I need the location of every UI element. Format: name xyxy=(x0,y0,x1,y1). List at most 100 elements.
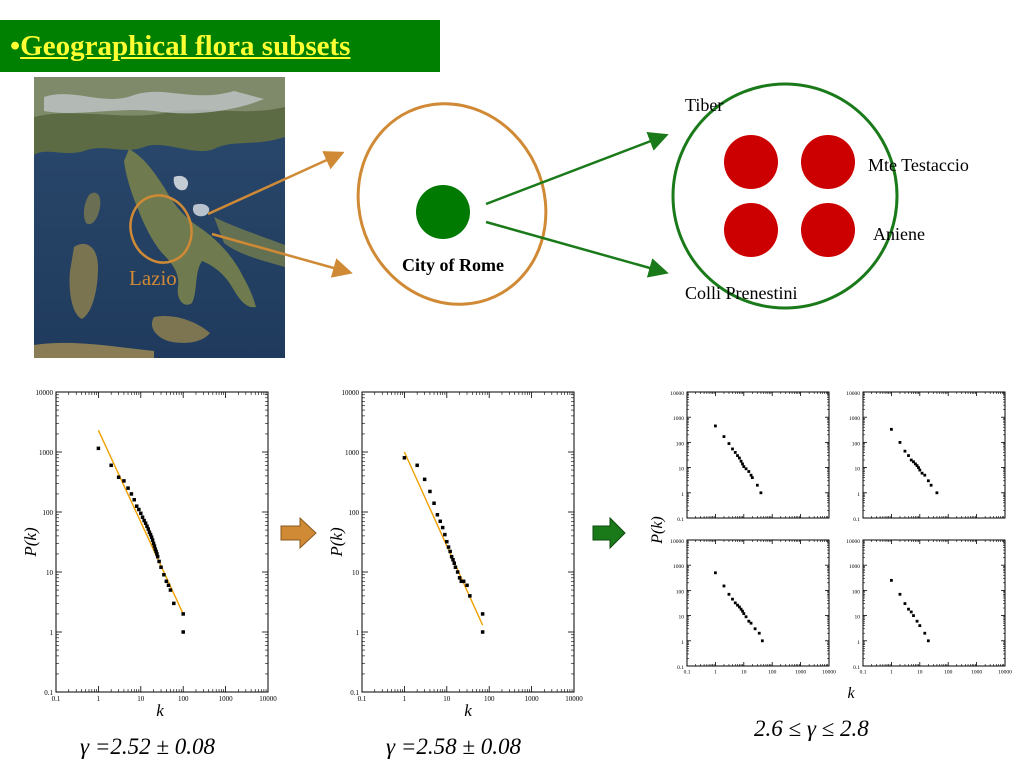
data-point xyxy=(912,614,915,617)
data-point xyxy=(753,627,757,631)
y-tick-label: 1 xyxy=(356,629,360,637)
data-point xyxy=(455,570,460,574)
data-point xyxy=(443,532,447,537)
data-point xyxy=(151,541,156,546)
plot-frame xyxy=(862,391,1006,519)
data-point xyxy=(480,612,485,616)
data-point xyxy=(109,463,113,468)
data-point xyxy=(164,579,169,584)
data-point xyxy=(759,491,763,495)
y-tick-label: 1 xyxy=(50,629,54,637)
y-tick-label: 1 xyxy=(681,492,684,498)
x-tick-label: 10 xyxy=(917,670,923,676)
data-point xyxy=(918,468,922,472)
y-tick-label: 10 xyxy=(679,615,685,621)
data-point xyxy=(903,449,907,453)
data-point xyxy=(755,483,759,487)
data-point xyxy=(451,558,455,562)
x-tick-label: 10 xyxy=(443,695,451,703)
rome-arrow-up xyxy=(485,132,669,206)
y-tick-label: 100 xyxy=(43,509,54,517)
data-point xyxy=(457,576,462,580)
x-axis-label: k xyxy=(847,685,855,702)
data-point xyxy=(738,605,741,609)
data-point xyxy=(154,549,158,554)
data-point xyxy=(918,624,922,628)
data-point xyxy=(96,446,101,451)
data-point xyxy=(733,601,737,605)
data-point xyxy=(915,464,919,468)
x-tick-label: 10 xyxy=(741,670,747,676)
subset-label-testaccio: Mte Testaccio xyxy=(868,155,969,175)
data-point xyxy=(890,578,893,582)
y-tick-label: 10000 xyxy=(36,389,54,397)
data-point xyxy=(722,584,726,588)
x-tick-label: 0.1 xyxy=(52,695,61,703)
data-point xyxy=(461,579,466,584)
y-tick-label: 10000 xyxy=(342,389,360,397)
data-point xyxy=(890,427,893,431)
data-point xyxy=(757,631,761,635)
y-tick-label: 0.1 xyxy=(44,689,53,697)
slide-title: •Geographical flora subsets xyxy=(10,30,350,63)
gamma-subsets: 2.6 ≤ γ ≤ 2.8 xyxy=(754,716,869,741)
x-axis-label: k xyxy=(464,701,472,720)
plot-frame xyxy=(686,539,830,667)
data-point xyxy=(157,559,161,564)
data-point xyxy=(935,491,939,495)
rome-arrow-down xyxy=(485,220,669,278)
data-point xyxy=(909,458,913,462)
data-point xyxy=(909,610,913,614)
data-point xyxy=(459,579,464,584)
data-point xyxy=(449,554,454,559)
data-point xyxy=(727,592,731,596)
subset-dot-tiber xyxy=(724,135,778,189)
italy-satellite-map xyxy=(34,77,285,358)
data-point xyxy=(923,473,927,477)
y-axis-label: P(k) xyxy=(328,527,346,558)
x-tick-label: 10000 xyxy=(565,695,583,703)
data-point xyxy=(747,470,751,473)
data-point xyxy=(415,463,419,468)
y-tick-label: 1 xyxy=(857,640,860,646)
data-point xyxy=(445,539,449,544)
subset-dot-testaccio xyxy=(801,135,855,189)
data-point xyxy=(452,561,457,565)
y-tick-label: 1000 xyxy=(39,449,54,457)
data-point xyxy=(453,565,458,569)
data-point xyxy=(742,465,746,468)
data-point xyxy=(749,473,753,477)
rome-degree-chart: 0.10.1 1 1 10 10 100 100 1000 1000 10000 10000 P(k)… xyxy=(328,389,583,720)
plot-frame xyxy=(361,391,575,693)
data-point xyxy=(903,602,907,605)
y-tick-label: 1000 xyxy=(345,449,360,457)
y-tick-label: 0.1 xyxy=(677,665,684,671)
data-point xyxy=(402,456,407,460)
data-point xyxy=(739,607,743,611)
lazio-degree-chart: 0.10.1 1 1 10 10 100 100 1000 1000 10000 10000 P(k)… xyxy=(22,389,277,720)
plot-frame xyxy=(55,391,269,693)
y-tick-label: 100 xyxy=(676,441,685,447)
data-point xyxy=(733,451,737,454)
data-point xyxy=(132,498,136,502)
subset-dot-aniene xyxy=(801,203,855,257)
y-tick-label: 0.1 xyxy=(677,517,684,523)
x-tick-label: 1000 xyxy=(971,670,982,676)
x-tick-label: 1 xyxy=(97,695,101,703)
x-axis-label: k xyxy=(156,701,164,720)
data-point xyxy=(915,619,919,623)
data-point xyxy=(480,630,485,634)
x-tick-label: 0.1 xyxy=(860,670,867,676)
data-point xyxy=(736,454,739,457)
y-tick-label: 1 xyxy=(857,492,860,498)
x-tick-label: 100 xyxy=(944,670,953,676)
data-point xyxy=(727,442,731,445)
data-point xyxy=(143,521,148,525)
data-point xyxy=(166,583,171,588)
y-tick-label: 1000 xyxy=(673,416,684,422)
x-tick-label: 100 xyxy=(484,695,495,703)
data-point xyxy=(744,467,748,471)
plot-frame xyxy=(862,539,1006,667)
data-point xyxy=(714,571,717,575)
data-point xyxy=(741,609,744,613)
